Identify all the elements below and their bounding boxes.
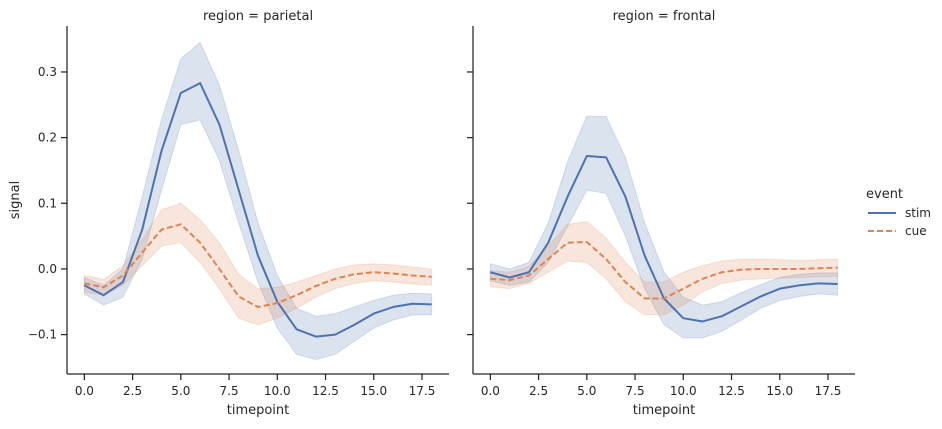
legend-title: event <box>866 187 903 202</box>
x-tick-label-panel-0: 12.5 <box>312 384 339 398</box>
x-tick-label-panel-0: 7.5 <box>220 384 239 398</box>
y-tick-label: −0.1 <box>28 328 57 342</box>
panel-title-0: region = parietal <box>203 9 313 24</box>
x-axis-label-panel-0: timepoint <box>227 403 290 418</box>
x-tick-label-panel-1: 15.0 <box>766 384 793 398</box>
legend-label-cue: cue <box>905 224 927 238</box>
x-tick-label-panel-1: 0.0 <box>481 384 500 398</box>
panel-title-1: region = frontal <box>613 9 716 24</box>
x-tick-label-panel-0: 5.0 <box>171 384 190 398</box>
y-tick-label: 0.0 <box>38 262 57 276</box>
y-tick-label: 0.1 <box>38 196 57 210</box>
x-tick-label-panel-0: 10.0 <box>264 384 291 398</box>
x-axis-label-panel-1: timepoint <box>633 403 696 418</box>
line-cue-panel-1 <box>490 241 838 300</box>
y-axis-label: signal <box>8 181 23 219</box>
x-tick-label-panel-0: 0.0 <box>75 384 94 398</box>
line-cue-panel-0 <box>84 223 432 309</box>
ci-band-stim-panel-1 <box>489 115 839 339</box>
legend-label-stim: stim <box>905 206 931 220</box>
x-tick-label-panel-1: 12.5 <box>718 384 745 398</box>
y-tick-label: 0.2 <box>38 131 57 145</box>
x-tick-label-panel-1: 2.5 <box>529 384 548 398</box>
x-tick-label-panel-1: 5.0 <box>577 384 596 398</box>
x-tick-label-panel-1: 10.0 <box>670 384 697 398</box>
x-tick-label-panel-1: 17.5 <box>815 384 842 398</box>
ci-band-cue-panel-0 <box>83 202 433 326</box>
x-tick-label-panel-0: 17.5 <box>409 384 436 398</box>
y-tick-label: 0.3 <box>38 65 57 79</box>
ci-band-cue-panel-1 <box>489 221 839 316</box>
x-tick-label-panel-0: 15.0 <box>360 384 387 398</box>
x-tick-label-panel-1: 7.5 <box>626 384 645 398</box>
x-tick-label-panel-0: 2.5 <box>123 384 142 398</box>
line-stim-panel-0 <box>83 82 432 338</box>
